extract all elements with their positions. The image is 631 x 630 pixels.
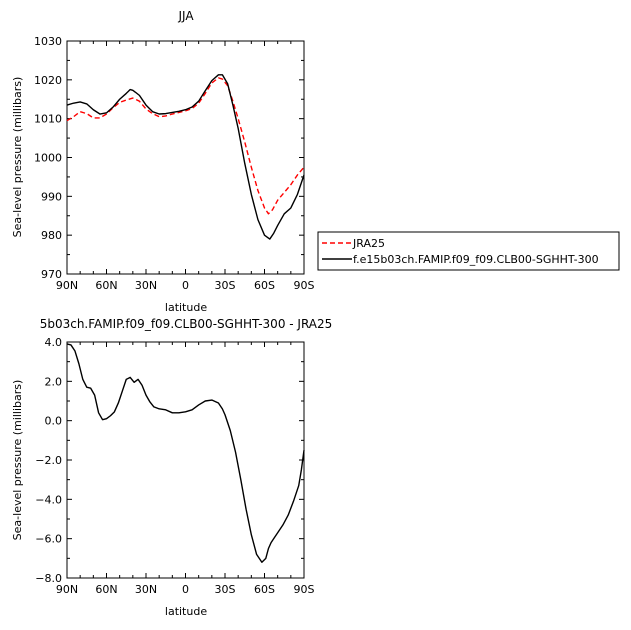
bottom-y-tick-label: −6.0 — [35, 533, 62, 546]
top-x-tick-label: 0 — [182, 279, 189, 292]
bottom-chart-title: 5b03ch.FAMIP.f09_f09.CLB00-SGHHT-300 - J… — [40, 317, 333, 331]
top-x-tick-label: 60N — [95, 279, 117, 292]
top-series-group — [66, 74, 305, 240]
bottom-x-tick-label: 60N — [95, 583, 117, 596]
bottom-x-tick-label: 0 — [182, 583, 189, 596]
top-y-tick-label: 1030 — [34, 35, 62, 48]
bottom-x-tick-label: 30S — [215, 583, 236, 596]
top-series-jra25-line — [66, 77, 305, 215]
bottom-x-ticks: 90N 60N 30N 0 30S 60S 90S — [56, 342, 315, 596]
top-x-axis-label: latitude — [165, 301, 207, 314]
top-y-axis-label: Sea-level pressure (millibars) — [11, 77, 24, 238]
top-y-tick-label: 990 — [41, 190, 62, 203]
legend-label-obs: JRA25 — [352, 237, 385, 250]
top-panel: JJA 970 980 990 1000 1010 1020 1030 90N 60N 30N 0… — [11, 9, 315, 314]
top-x-tick-label: 60S — [254, 279, 275, 292]
bottom-x-tick-label: 60S — [254, 583, 275, 596]
top-x-tick-label: 30S — [215, 279, 236, 292]
bottom-y-ticks: −8.0 −6.0 −4.0 −2.0 0.0 2.0 4.0 — [35, 336, 304, 585]
top-x-tick-label: 90S — [294, 279, 315, 292]
bottom-y-tick-label: −8.0 — [35, 572, 62, 585]
top-y-tick-label: 980 — [41, 229, 62, 242]
legend: JRA25 f.e15b03ch.FAMIP.f09_f09.CLB00-SGH… — [317, 231, 620, 271]
bottom-x-tick-label: 90N — [56, 583, 78, 596]
legend-box — [317, 231, 620, 271]
bottom-y-tick-label: −2.0 — [35, 454, 62, 467]
top-y-tick-label: 1020 — [34, 74, 62, 87]
top-series-model-line — [66, 74, 305, 240]
bottom-y-tick-label: 2.0 — [45, 375, 63, 388]
bottom-x-tick-label: 90S — [294, 583, 315, 596]
top-y-tick-label: 1000 — [34, 152, 62, 165]
bottom-y-tick-label: 4.0 — [45, 336, 63, 349]
bottom-panel: 5b03ch.FAMIP.f09_f09.CLB00-SGHHT-300 - J… — [11, 317, 332, 618]
top-plot-frame — [66, 40, 305, 275]
top-y-ticks: 970 980 990 1000 1010 1020 1030 — [34, 35, 304, 281]
bottom-y-tick-label: 0.0 — [45, 415, 63, 428]
bottom-series-model-line — [66, 343, 305, 563]
top-y-tick-label: 1010 — [34, 113, 62, 126]
top-x-tick-label: 30N — [135, 279, 157, 292]
top-x-tick-label: 90N — [56, 279, 78, 292]
bottom-y-axis-label: Sea-level pressure (millibars) — [11, 380, 24, 541]
bottom-plot-frame — [66, 341, 305, 579]
top-y-tick-label: 970 — [41, 268, 62, 281]
bottom-x-axis-label: latitude — [165, 605, 207, 618]
bottom-x-tick-label: 30N — [135, 583, 157, 596]
bottom-y-tick-label: −4.0 — [35, 493, 62, 506]
top-x-ticks: 90N 60N 30N 0 30S 60S 90S — [56, 41, 315, 292]
legend-label-model: f.e15b03ch.FAMIP.f09_f09.CLB00-SGHHT-300 — [353, 253, 599, 266]
top-chart-title: JJA — [177, 9, 194, 23]
bottom-series-group — [66, 343, 305, 563]
